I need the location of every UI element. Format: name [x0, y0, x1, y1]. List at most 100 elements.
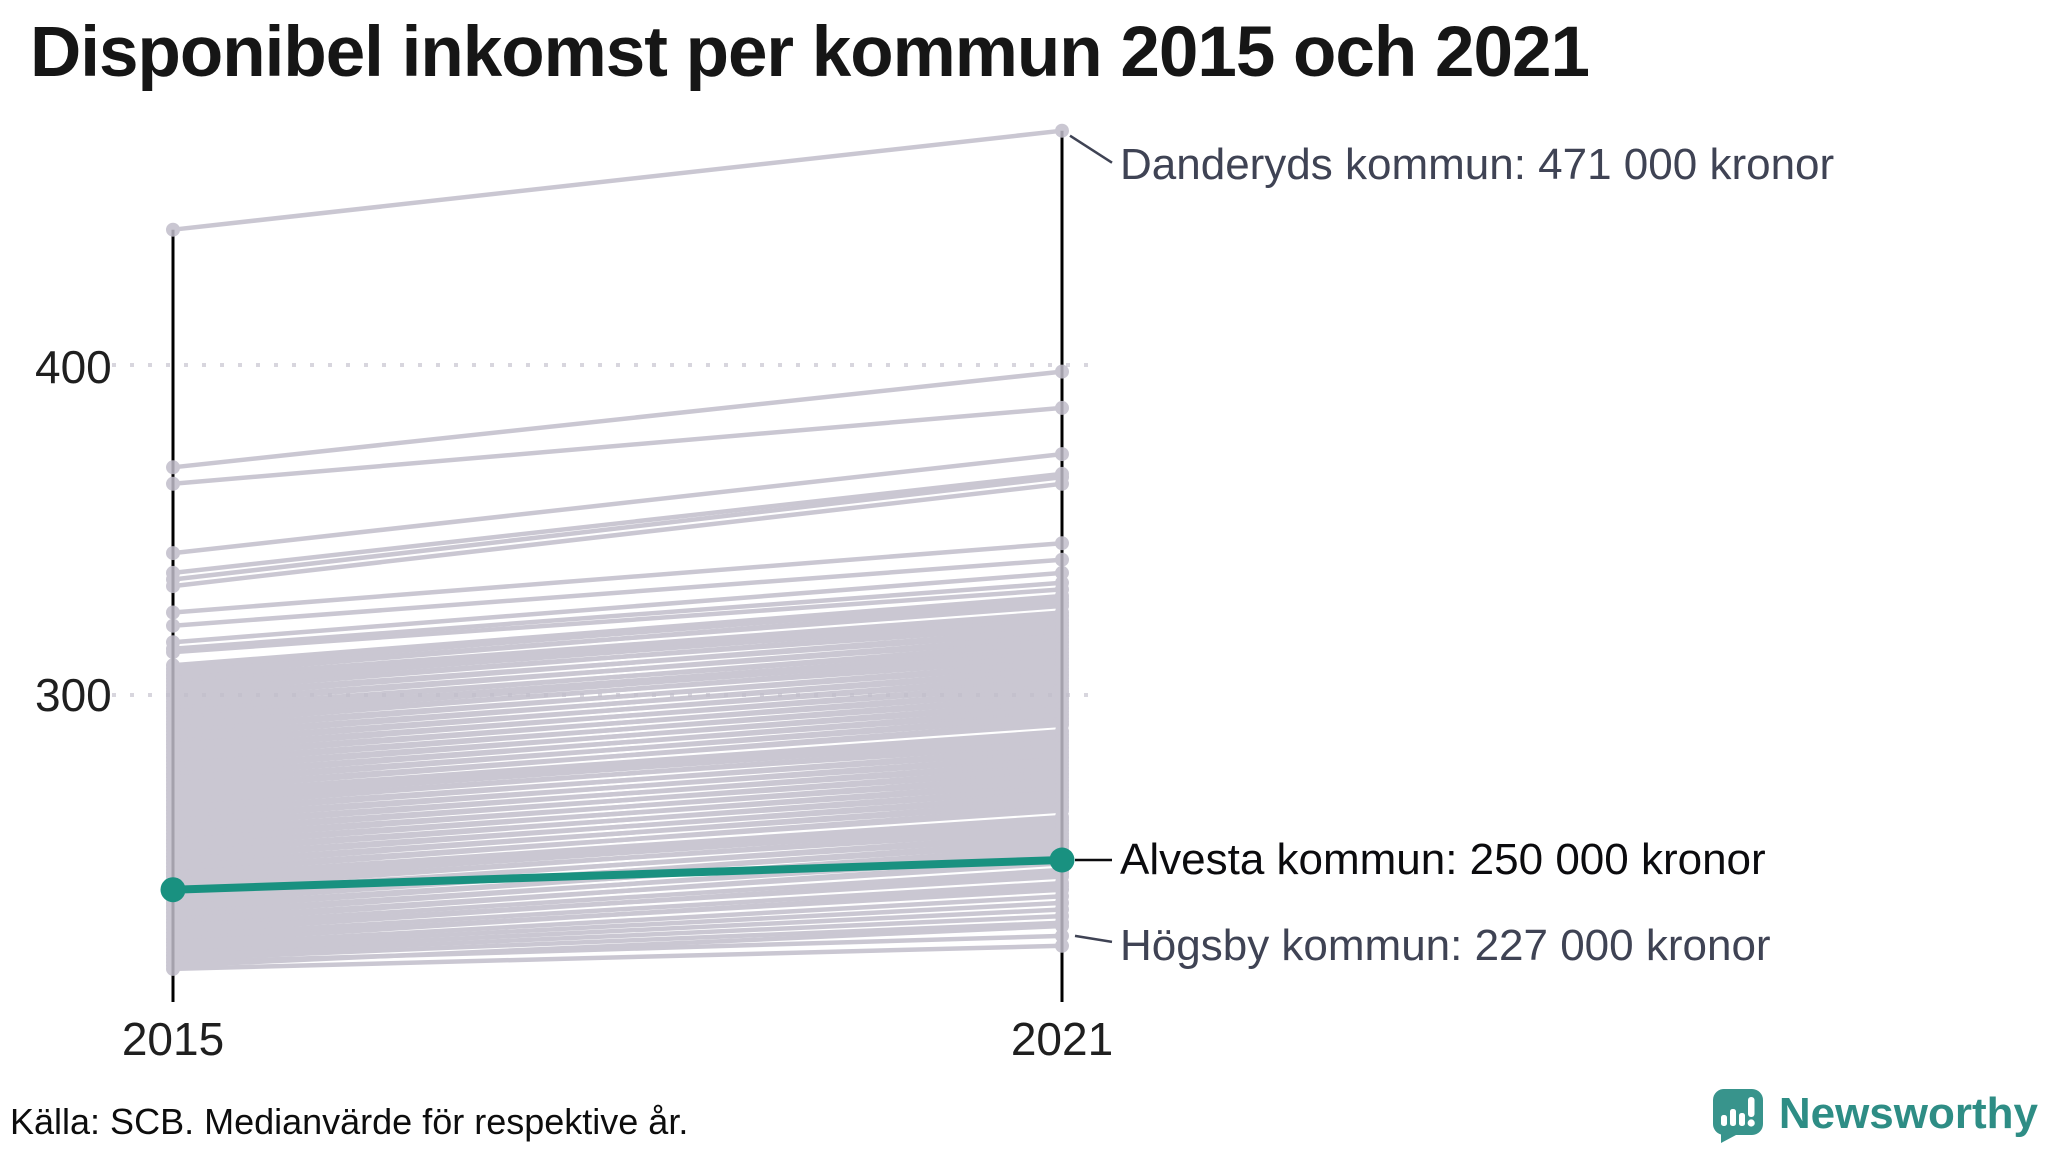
municipality-line	[172, 626, 1063, 701]
line-endpoint	[166, 579, 180, 594]
municipality-line	[172, 557, 1063, 628]
municipality-line	[172, 593, 1063, 668]
municipality-line	[172, 804, 1063, 876]
municipality-line	[172, 712, 1063, 787]
line-endpoint	[166, 605, 180, 620]
municipality-line	[172, 894, 1063, 949]
highlight-line-alvesta	[172, 856, 1063, 894]
line-endpoint	[1055, 536, 1069, 551]
municipality-line	[172, 672, 1063, 747]
municipality-line	[172, 943, 1063, 972]
municipality-line	[172, 884, 1063, 945]
brand-name: Newsworthy	[1778, 1089, 2038, 1138]
municipality-line	[172, 771, 1063, 843]
municipality-line	[172, 735, 1063, 803]
municipality-line	[172, 649, 1063, 721]
municipality-lines	[166, 123, 1069, 976]
municipality-line	[172, 913, 1063, 958]
line-endpoint	[166, 222, 180, 237]
municipality-line	[172, 752, 1063, 823]
municipality-line	[172, 369, 1063, 470]
annotation-alvesta: Alvesta kommun: 250 000 kronor	[1120, 835, 1766, 884]
municipality-line	[172, 791, 1063, 863]
line-endpoint	[1055, 879, 1069, 894]
annotation-connector	[1074, 934, 1113, 944]
line-endpoint	[1055, 447, 1069, 462]
annotation-hogsby: Högsby kommun: 227 000 kronor	[1120, 920, 1771, 970]
line-endpoint	[166, 546, 180, 561]
line-endpoint	[1055, 552, 1069, 567]
municipality-line	[172, 745, 1063, 817]
line-endpoint	[1055, 123, 1069, 138]
municipality-line	[172, 719, 1063, 793]
municipality-line	[172, 474, 1063, 582]
line-endpoint	[1055, 928, 1069, 943]
municipality-line	[172, 778, 1063, 850]
line-endpoint	[166, 476, 180, 491]
line-endpoint	[166, 618, 180, 633]
municipality-line	[172, 659, 1063, 734]
municipality-line	[172, 653, 1063, 727]
municipality-line	[172, 613, 1063, 685]
municipality-line	[172, 451, 1063, 556]
municipality-line	[172, 880, 1063, 939]
annotation-connector	[1069, 134, 1113, 164]
line-endpoint	[1055, 400, 1069, 415]
municipality-line	[172, 580, 1063, 652]
municipality-line	[172, 686, 1063, 760]
municipality-line	[172, 128, 1063, 232]
municipality-line	[172, 758, 1063, 830]
line-endpoint	[166, 961, 180, 976]
municipality-line	[172, 616, 1063, 688]
line-endpoint	[166, 460, 180, 475]
municipality-line	[172, 818, 1063, 883]
annotation-danderyd: Danderyds kommun: 471 000 kronor	[1120, 139, 1835, 189]
municipality-line	[172, 481, 1063, 589]
municipality-line	[172, 907, 1063, 955]
municipality-line	[172, 732, 1063, 800]
municipality-line	[172, 765, 1063, 836]
municipality-line	[172, 570, 1063, 645]
chart-title: Disponibel inkomst per kommun 2015 och 2…	[30, 13, 1590, 92]
line-endpoint	[166, 645, 180, 660]
line-endpoint	[1055, 800, 1069, 815]
highlight-endpoint-2021	[1049, 847, 1075, 873]
municipality-line	[172, 471, 1063, 576]
y-axis-tick-300: 300	[35, 669, 112, 721]
source-note: Källa: SCB. Medianvärde för respektive å…	[10, 1101, 689, 1142]
municipality-line	[172, 679, 1063, 754]
municipality-line	[172, 821, 1063, 886]
municipality-line	[172, 620, 1063, 694]
municipality-line	[172, 646, 1063, 718]
line-endpoint	[1055, 364, 1069, 379]
municipality-line	[172, 814, 1063, 879]
municipality-line	[172, 867, 1063, 929]
municipality-line	[172, 600, 1063, 678]
municipality-line	[172, 405, 1063, 487]
municipality-line	[172, 923, 1063, 968]
municipality-line	[172, 920, 1063, 962]
municipality-line	[172, 900, 1063, 952]
newsworthy-brand: Newsworthy	[1707, 1084, 2038, 1144]
line-endpoint	[1055, 476, 1069, 491]
line-endpoint	[1055, 595, 1069, 610]
municipality-line	[172, 699, 1063, 774]
municipality-line	[172, 857, 1063, 925]
municipality-line	[172, 639, 1063, 714]
municipality-line	[172, 540, 1063, 615]
municipality-line	[172, 633, 1063, 708]
x-axis-label-2021: 2021	[1010, 1013, 1114, 1065]
line-endpoint	[1055, 938, 1069, 953]
municipality-line	[172, 785, 1063, 856]
municipality-line	[172, 824, 1063, 892]
municipality-line	[172, 705, 1063, 780]
line-endpoint	[1055, 565, 1069, 580]
highlight-endpoint-2015	[160, 877, 186, 903]
y-axis-tick-400: 400	[35, 341, 112, 393]
line-endpoint	[1055, 919, 1069, 933]
municipality-line	[172, 798, 1063, 869]
municipality-line	[172, 870, 1063, 935]
x-axis-label-2015: 2015	[121, 1013, 225, 1065]
municipality-line	[172, 738, 1063, 810]
